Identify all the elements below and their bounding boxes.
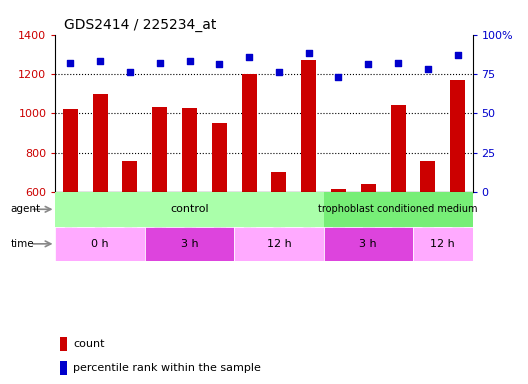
Bar bbox=[301, 60, 316, 192]
Point bbox=[126, 69, 134, 75]
Point bbox=[155, 60, 164, 66]
Text: 3 h: 3 h bbox=[181, 239, 199, 249]
Text: agent: agent bbox=[11, 204, 41, 214]
Point bbox=[423, 66, 432, 72]
Bar bbox=[60, 337, 67, 351]
Bar bbox=[361, 184, 376, 192]
Bar bbox=[122, 161, 137, 192]
Text: GDS2414 / 225234_at: GDS2414 / 225234_at bbox=[64, 18, 216, 32]
Text: percentile rank within the sample: percentile rank within the sample bbox=[73, 363, 261, 373]
Bar bbox=[145, 227, 234, 261]
Point bbox=[454, 52, 462, 58]
Point bbox=[364, 61, 373, 68]
Point bbox=[334, 74, 343, 80]
Bar bbox=[413, 227, 473, 261]
Bar bbox=[152, 108, 167, 192]
Bar bbox=[271, 172, 286, 192]
Bar bbox=[234, 227, 324, 261]
Point bbox=[185, 58, 194, 65]
Point bbox=[245, 53, 253, 60]
Bar bbox=[55, 192, 324, 227]
Text: 12 h: 12 h bbox=[430, 239, 455, 249]
Bar bbox=[212, 123, 227, 192]
Text: 0 h: 0 h bbox=[91, 239, 109, 249]
Bar bbox=[331, 189, 346, 192]
Text: 3 h: 3 h bbox=[360, 239, 377, 249]
Bar bbox=[63, 109, 78, 192]
Bar bbox=[242, 74, 257, 192]
Bar bbox=[93, 94, 108, 192]
Text: time: time bbox=[11, 239, 34, 249]
Point bbox=[394, 60, 402, 66]
Point bbox=[96, 58, 105, 65]
Point bbox=[66, 60, 74, 66]
Bar bbox=[450, 80, 465, 192]
Point bbox=[215, 61, 223, 68]
Bar bbox=[324, 192, 487, 227]
Bar bbox=[182, 108, 197, 192]
Bar bbox=[391, 106, 406, 192]
Point bbox=[305, 50, 313, 56]
Text: count: count bbox=[73, 339, 105, 349]
Text: 12 h: 12 h bbox=[267, 239, 291, 249]
Bar bbox=[55, 227, 145, 261]
Bar bbox=[324, 227, 413, 261]
Bar bbox=[420, 161, 435, 192]
Text: control: control bbox=[170, 204, 209, 214]
Text: trophoblast conditioned medium: trophoblast conditioned medium bbox=[318, 204, 478, 214]
Point bbox=[275, 69, 283, 75]
Bar bbox=[60, 361, 67, 375]
